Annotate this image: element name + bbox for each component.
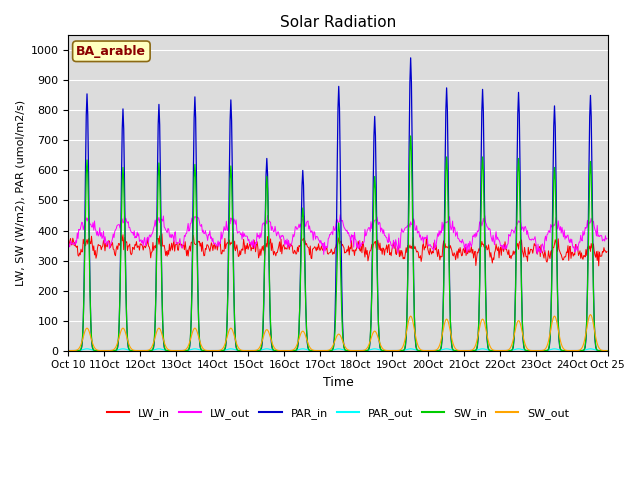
Line: SW_in: SW_in: [68, 136, 607, 350]
LW_in: [404, 242, 412, 248]
LW_out: [74, 236, 82, 241]
LW_out: [184, 220, 192, 226]
SW_out: [420, 348, 428, 353]
LW_in: [74, 252, 82, 258]
SW_out: [603, 348, 611, 353]
PAR_in: [65, 348, 72, 353]
SW_in: [420, 348, 428, 353]
PAR_in: [603, 348, 611, 353]
LW_out: [65, 237, 72, 243]
SW_out: [587, 312, 595, 317]
PAR_in: [407, 55, 415, 61]
Line: LW_in: LW_in: [68, 234, 607, 266]
PAR_out: [65, 348, 72, 353]
LW_out: [603, 236, 611, 241]
LW_in: [185, 246, 193, 252]
LW_in: [65, 240, 72, 245]
PAR_out: [404, 347, 412, 352]
LW_in: [420, 241, 428, 247]
LW_in: [595, 263, 602, 269]
Line: LW_out: LW_out: [68, 215, 607, 254]
LW_out: [404, 223, 412, 229]
X-axis label: Time: Time: [323, 376, 353, 389]
PAR_out: [214, 348, 221, 353]
SW_in: [184, 347, 192, 353]
SW_in: [212, 348, 220, 353]
LW_out: [320, 252, 328, 257]
PAR_out: [74, 348, 82, 353]
PAR_out: [83, 346, 91, 352]
PAR_in: [184, 348, 192, 353]
SW_in: [74, 348, 82, 353]
SW_in: [316, 348, 324, 353]
LW_in: [214, 247, 221, 253]
SW_out: [404, 323, 412, 328]
SW_in: [130, 348, 138, 353]
SW_in: [65, 348, 72, 353]
LW_in: [603, 249, 611, 254]
SW_in: [603, 348, 611, 353]
Line: PAR_in: PAR_in: [68, 58, 607, 350]
SW_out: [184, 343, 192, 349]
LW_in: [130, 245, 138, 251]
PAR_in: [280, 348, 288, 353]
LW_out: [337, 212, 344, 217]
SW_out: [65, 348, 72, 353]
PAR_in: [212, 348, 220, 353]
Legend: LW_in, LW_out, PAR_in, PAR_out, SW_in, SW_out: LW_in, LW_out, PAR_in, PAR_out, SW_in, S…: [102, 404, 573, 423]
SW_out: [316, 348, 324, 353]
SW_out: [130, 348, 138, 353]
Line: SW_out: SW_out: [68, 314, 607, 350]
SW_in: [407, 133, 415, 139]
PAR_in: [404, 275, 412, 280]
Title: Solar Radiation: Solar Radiation: [280, 15, 396, 30]
LW_out: [212, 243, 220, 249]
LW_out: [420, 234, 428, 240]
LW_out: [130, 232, 138, 238]
PAR_out: [603, 348, 611, 353]
Line: PAR_out: PAR_out: [68, 349, 607, 350]
PAR_in: [74, 348, 82, 353]
PAR_out: [420, 348, 428, 353]
PAR_in: [130, 348, 138, 353]
PAR_in: [420, 348, 428, 353]
PAR_out: [131, 348, 138, 353]
LW_in: [158, 231, 166, 237]
Y-axis label: LW, SW (W/m2), PAR (umol/m2/s): LW, SW (W/m2), PAR (umol/m2/s): [15, 100, 25, 286]
PAR_out: [185, 347, 193, 353]
Text: BA_arable: BA_arable: [76, 45, 147, 58]
SW_in: [404, 282, 412, 288]
SW_out: [74, 347, 82, 352]
SW_out: [212, 348, 220, 353]
